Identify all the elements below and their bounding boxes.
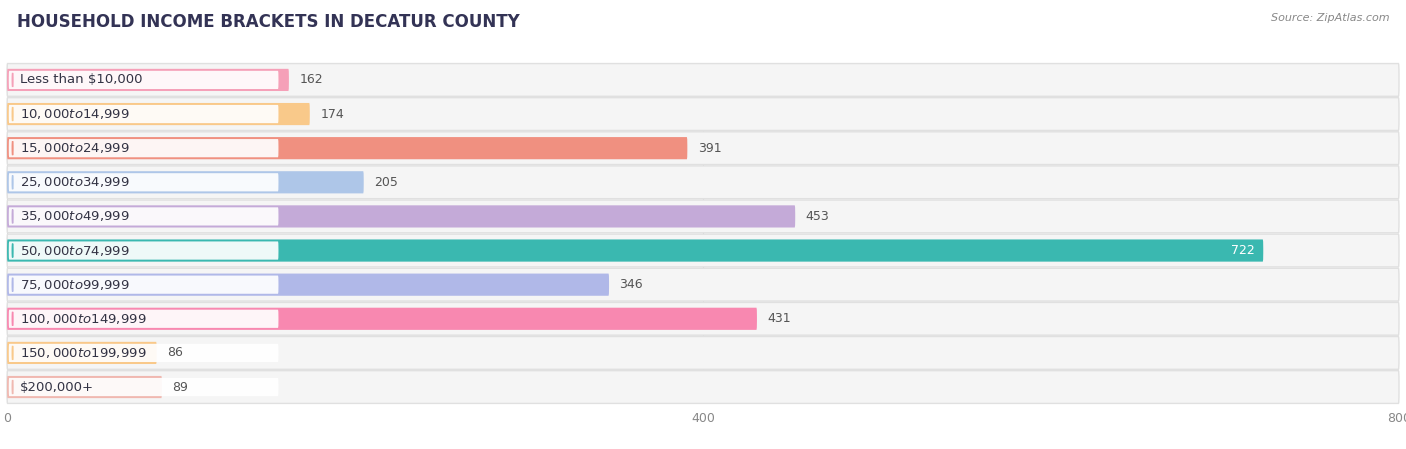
Text: HOUSEHOLD INCOME BRACKETS IN DECATUR COUNTY: HOUSEHOLD INCOME BRACKETS IN DECATUR COU…	[17, 13, 520, 31]
Text: $75,000 to $99,999: $75,000 to $99,999	[20, 277, 129, 292]
Text: $100,000 to $149,999: $100,000 to $149,999	[20, 312, 146, 326]
Text: Source: ZipAtlas.com: Source: ZipAtlas.com	[1271, 13, 1389, 23]
FancyBboxPatch shape	[7, 205, 796, 228]
FancyBboxPatch shape	[8, 71, 278, 89]
Text: 346: 346	[620, 278, 643, 291]
Text: 89: 89	[173, 381, 188, 393]
FancyBboxPatch shape	[7, 137, 688, 159]
Text: 205: 205	[374, 176, 398, 189]
FancyBboxPatch shape	[8, 344, 278, 362]
FancyBboxPatch shape	[7, 171, 364, 194]
FancyBboxPatch shape	[8, 139, 278, 157]
FancyBboxPatch shape	[8, 378, 278, 396]
FancyBboxPatch shape	[8, 207, 278, 225]
Text: Less than $10,000: Less than $10,000	[20, 74, 142, 86]
FancyBboxPatch shape	[7, 166, 1399, 198]
FancyBboxPatch shape	[7, 69, 288, 91]
FancyBboxPatch shape	[7, 234, 1399, 267]
FancyBboxPatch shape	[7, 337, 1399, 369]
Text: 174: 174	[321, 108, 344, 120]
FancyBboxPatch shape	[7, 200, 1399, 233]
FancyBboxPatch shape	[7, 132, 1399, 164]
Text: 162: 162	[299, 74, 323, 86]
FancyBboxPatch shape	[7, 371, 1399, 403]
FancyBboxPatch shape	[7, 103, 309, 125]
FancyBboxPatch shape	[7, 239, 1263, 262]
FancyBboxPatch shape	[7, 308, 756, 330]
FancyBboxPatch shape	[7, 98, 1399, 130]
Text: $50,000 to $74,999: $50,000 to $74,999	[20, 243, 129, 258]
Text: $25,000 to $34,999: $25,000 to $34,999	[20, 175, 129, 189]
FancyBboxPatch shape	[7, 64, 1399, 96]
Text: $35,000 to $49,999: $35,000 to $49,999	[20, 209, 129, 224]
Text: 431: 431	[768, 313, 792, 325]
Text: 86: 86	[167, 347, 183, 359]
FancyBboxPatch shape	[7, 342, 156, 364]
FancyBboxPatch shape	[8, 173, 278, 191]
Text: $200,000+: $200,000+	[20, 381, 94, 393]
Text: $10,000 to $14,999: $10,000 to $14,999	[20, 107, 129, 121]
Text: 391: 391	[697, 142, 721, 154]
FancyBboxPatch shape	[8, 276, 278, 294]
Text: $150,000 to $199,999: $150,000 to $199,999	[20, 346, 146, 360]
FancyBboxPatch shape	[7, 376, 162, 398]
Text: 722: 722	[1230, 244, 1254, 257]
FancyBboxPatch shape	[7, 273, 609, 296]
Text: 453: 453	[806, 210, 830, 223]
FancyBboxPatch shape	[8, 310, 278, 328]
Text: $15,000 to $24,999: $15,000 to $24,999	[20, 141, 129, 155]
FancyBboxPatch shape	[7, 303, 1399, 335]
FancyBboxPatch shape	[7, 269, 1399, 301]
FancyBboxPatch shape	[8, 105, 278, 123]
FancyBboxPatch shape	[8, 242, 278, 260]
